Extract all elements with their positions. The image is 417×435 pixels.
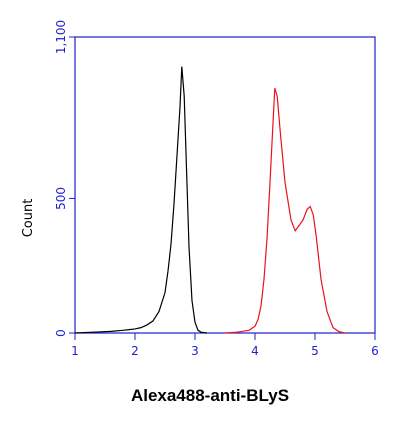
x-tick-label: 4 bbox=[251, 344, 259, 358]
x-tick-label: 2 bbox=[131, 344, 139, 358]
plot-frame bbox=[74, 36, 376, 334]
x-tick-label: 1 bbox=[71, 344, 79, 358]
y-tick-label: 1,100 bbox=[54, 20, 68, 54]
y-axis-label: Count bbox=[21, 199, 36, 238]
histogram-line bbox=[74, 66, 208, 334]
x-axis-label: Alexa488-anti-BLyS bbox=[131, 386, 289, 405]
x-tick-label: 6 bbox=[371, 344, 379, 358]
y-tick-label: 500 bbox=[54, 187, 68, 210]
x-tick-label: 5 bbox=[311, 344, 319, 358]
histogram-line bbox=[224, 87, 346, 334]
y-tick-label: 0 bbox=[54, 329, 68, 337]
x-tick-label: 3 bbox=[191, 344, 199, 358]
